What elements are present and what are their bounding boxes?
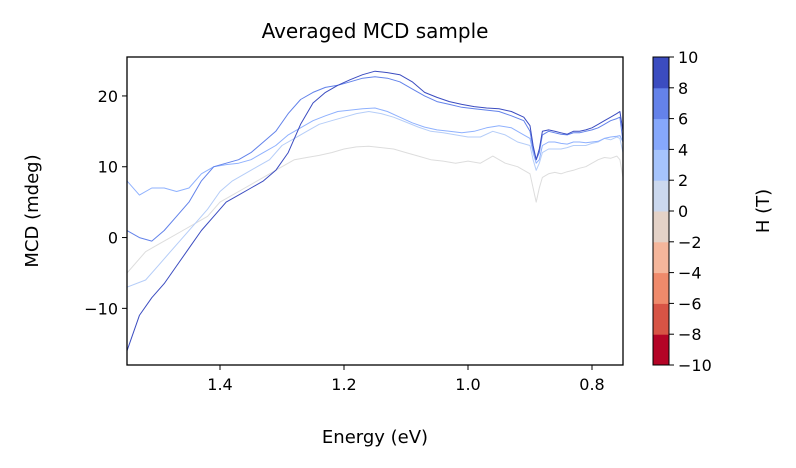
colorbar-tick-label: −6 bbox=[678, 294, 702, 313]
colorbar-segment bbox=[653, 303, 669, 335]
y-tick-label: −10 bbox=[84, 299, 118, 318]
chart-title: Averaged MCD sample bbox=[262, 19, 489, 43]
x-tick-label: 1.0 bbox=[455, 375, 480, 394]
y-axis-label: MCD (mdeg) bbox=[22, 154, 43, 267]
x-tick-label: 0.8 bbox=[579, 375, 604, 394]
colorbar-tick-label: 4 bbox=[678, 140, 688, 159]
x-tick-label: 1.2 bbox=[331, 375, 356, 394]
series-layer bbox=[127, 70, 623, 351]
colorbar-label: H (T) bbox=[753, 189, 774, 233]
colorbar-tick-label: −8 bbox=[678, 325, 702, 344]
colorbar-tick-label: 6 bbox=[678, 110, 688, 129]
y-tick-label: 20 bbox=[98, 87, 118, 106]
colorbar-tick-label: 0 bbox=[678, 202, 688, 221]
colorbar-segment bbox=[653, 149, 669, 181]
colorbar bbox=[653, 57, 669, 366]
colorbar-segment bbox=[653, 334, 669, 366]
x-axis: 1.4 1.2 1.0 0.8 bbox=[207, 365, 605, 394]
colorbar-tick-label: −10 bbox=[678, 356, 712, 375]
series-line-4 bbox=[127, 70, 623, 351]
colorbar-tick-label: 10 bbox=[678, 48, 698, 67]
colorbar-segment bbox=[653, 118, 669, 150]
x-axis-label: Energy (eV) bbox=[322, 427, 428, 448]
series-line-2 bbox=[127, 107, 623, 196]
y-tick-label: 0 bbox=[108, 229, 118, 248]
colorbar-segment bbox=[653, 241, 669, 274]
plot-area-frame bbox=[126, 56, 624, 366]
colorbar-segment bbox=[653, 180, 669, 212]
colorbar-segment bbox=[653, 57, 669, 89]
series-line-3 bbox=[127, 76, 623, 242]
series-line-1 bbox=[127, 111, 623, 288]
x-tick-label: 1.4 bbox=[207, 375, 232, 394]
colorbar-tick-label: 2 bbox=[678, 171, 688, 190]
y-axis: 20 10 0 −10 bbox=[84, 87, 127, 318]
colorbar-tick-label: −4 bbox=[678, 264, 702, 283]
colorbar-tick-label: 8 bbox=[678, 79, 688, 98]
colorbar-segment bbox=[653, 87, 669, 120]
y-tick-label: 10 bbox=[98, 158, 118, 177]
colorbar-tick-label: −2 bbox=[678, 233, 702, 252]
colorbar-segment bbox=[653, 272, 669, 304]
colorbar-ticks: 10 8 6 4 2 0 −2 −4 −6 −8 −10 bbox=[669, 48, 712, 375]
series-line-0 bbox=[127, 145, 623, 274]
colorbar-segment bbox=[653, 211, 669, 243]
